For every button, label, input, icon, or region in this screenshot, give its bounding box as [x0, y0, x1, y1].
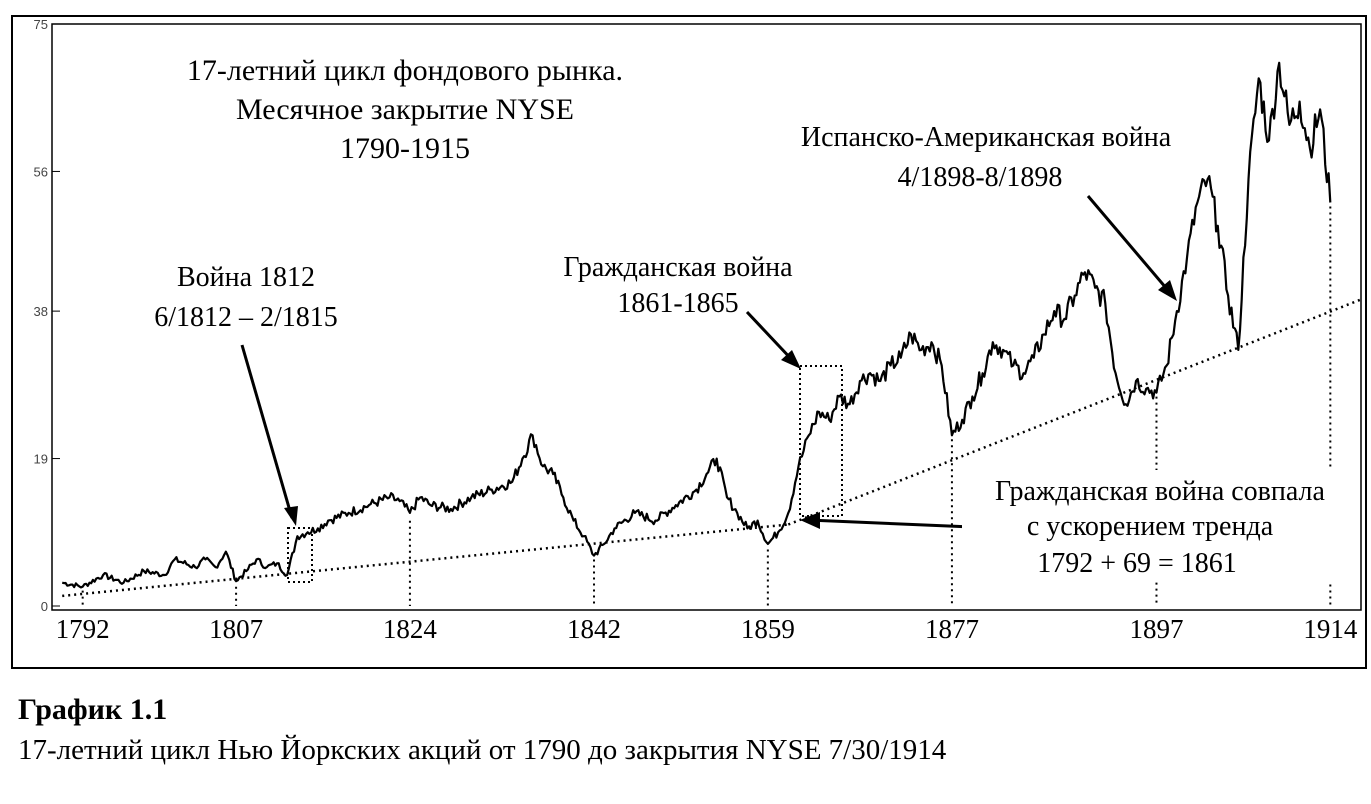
x-tick-label: 1877 — [925, 614, 979, 644]
caption-title: График 1.1 — [18, 693, 168, 726]
civil-war-arrowhead — [781, 350, 801, 369]
y-axis: 0 19 38 56 75 — [34, 17, 60, 614]
acceleration-label-3: 1792 + 69 = 1861 — [1037, 548, 1237, 579]
war1812-arrow — [240, 344, 294, 519]
plot-border — [51, 23, 1362, 611]
chart: 0 19 38 56 75 1792 1807 1824 1842 1859 1877 1897 19… — [11, 15, 1367, 669]
trendlines — [62, 298, 1362, 598]
x-tick-label: 1807 — [209, 614, 263, 644]
arrowheads — [284, 280, 1177, 529]
chart-title-line-2: Месячное закрытие NYSE — [236, 93, 574, 126]
price-series-line — [61, 61, 1332, 589]
spanish-war-arrow — [1086, 195, 1174, 296]
war1812-label-1: Война 1812 — [177, 262, 315, 293]
y-tick-label: 19 — [34, 452, 48, 467]
x-axis: 1792 1807 1824 1842 1859 1877 1897 1914 — [56, 614, 1358, 644]
x-tick-label: 1842 — [567, 614, 621, 644]
figure-caption: График 1.1 17-летний цикл Нью Йоркских а… — [18, 690, 1358, 770]
x-tick-label: 1859 — [741, 614, 795, 644]
x-tick-label: 1897 — [1129, 614, 1183, 644]
acceleration-arrow — [807, 518, 973, 529]
x-tick-label: 1914 — [1303, 614, 1358, 644]
trendline — [62, 523, 789, 598]
acceleration-label-2: с ускорением тренда — [1027, 511, 1274, 542]
caption-text: 17-летний цикл Нью Йоркских акций от 179… — [18, 734, 947, 766]
spanish-war-label-1: Испанско-Американская война — [801, 122, 1172, 153]
x-tick-label: 1792 — [56, 614, 110, 644]
y-tick-label: 38 — [34, 304, 48, 319]
acceleration-arrowhead — [800, 512, 820, 529]
y-tick-label: 56 — [34, 164, 48, 179]
war1812-arrowhead — [284, 506, 298, 526]
x-tick-label: 1824 — [383, 614, 438, 644]
arrows — [240, 195, 1174, 529]
acceleration-label-bg — [962, 470, 1358, 582]
civil-war-label-1: Гражданская война — [563, 252, 793, 283]
trendline — [787, 298, 1362, 526]
spanish-war-label-2: 4/1898-8/1898 — [898, 162, 1063, 193]
war1812-box — [287, 527, 313, 583]
spanish-war-arrowhead — [1158, 280, 1177, 301]
acceleration-label-1: Гражданская война совпала — [995, 476, 1325, 507]
y-tick-label: 0 — [41, 599, 48, 614]
civil-war-label-2: 1861-1865 — [617, 288, 738, 319]
y-tick-label: 75 — [34, 17, 48, 32]
civil-war-arrow — [745, 310, 797, 365]
war1812-label-2: 6/1812 – 2/1815 — [154, 302, 338, 333]
civil-war-box — [799, 365, 843, 517]
figure-border — [11, 15, 1367, 669]
chart-title-line-1: 17-летний цикл фондового рынка. — [187, 54, 623, 87]
chart-title-line-3: 1790-1915 — [340, 132, 470, 165]
